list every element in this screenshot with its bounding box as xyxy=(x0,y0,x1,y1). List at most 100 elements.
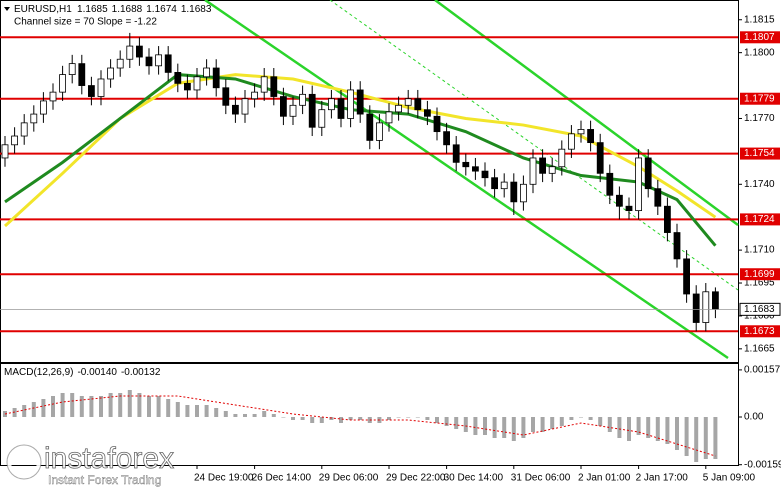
macd-bar xyxy=(646,417,651,438)
macd-bar xyxy=(127,390,132,417)
candle-body xyxy=(241,98,249,115)
x-tick-label: 29 Dec 06:00 xyxy=(319,473,379,484)
macd-bar xyxy=(492,417,497,438)
macd-bar xyxy=(118,393,123,417)
candle-body xyxy=(193,76,201,91)
level-label: 1.1724 xyxy=(744,214,775,225)
candle-body xyxy=(155,54,163,67)
candle-body xyxy=(164,54,172,73)
macd-bar xyxy=(463,417,468,432)
header-value: 1.1674 xyxy=(146,4,177,15)
macd-bar xyxy=(166,399,171,417)
candle-body xyxy=(366,113,374,141)
candle-body xyxy=(481,170,489,179)
macd-bar xyxy=(607,417,612,432)
channel-lower xyxy=(204,0,729,360)
macd-bar xyxy=(60,393,65,417)
candle-body xyxy=(260,76,268,93)
candle-body xyxy=(1,144,9,159)
header-value: 1.1688 xyxy=(112,4,143,15)
macd-bar xyxy=(204,405,209,417)
candle-body xyxy=(347,89,355,119)
candle-body xyxy=(135,45,143,58)
candle-body xyxy=(404,98,412,106)
symbol-title: EURUSD,H1 xyxy=(14,4,72,15)
candle-body xyxy=(520,183,527,203)
macd-bar xyxy=(214,408,219,417)
y-tick-label: 1.1770 xyxy=(744,113,775,124)
y-tick-label: 1.1680 xyxy=(744,311,775,322)
candle-body xyxy=(222,87,230,106)
channel-info: Channel size = 70 Slope = -1.22 xyxy=(14,17,157,28)
macd-bar xyxy=(89,396,94,417)
candle-body xyxy=(625,205,633,212)
level-label: 1.1699 xyxy=(744,269,775,280)
level-label: 1.1779 xyxy=(744,93,775,104)
macd-bar xyxy=(579,417,583,418)
macd-bar xyxy=(99,396,103,417)
x-tick-label: 26 Dec 14:00 xyxy=(252,473,312,484)
candle-body xyxy=(356,89,364,115)
candle-body xyxy=(270,76,278,97)
macd-bar xyxy=(262,411,267,417)
macd-bar xyxy=(559,417,564,426)
x-tick-label: 5 Jan 09:00 xyxy=(703,473,756,484)
candle-body xyxy=(20,122,28,137)
candle-body xyxy=(97,78,105,97)
candle-body xyxy=(587,129,594,144)
logo-ring xyxy=(7,445,41,479)
collapse-icon xyxy=(4,7,10,11)
macd-bar xyxy=(271,414,276,417)
candle-body xyxy=(30,113,38,124)
candle-body xyxy=(395,104,403,113)
macd-bar xyxy=(665,417,670,444)
x-tick-label: 30 Dec 14:00 xyxy=(444,473,504,484)
macd-bar xyxy=(550,417,555,429)
macd-tick-label: 0.00157 xyxy=(744,365,781,376)
candle-body xyxy=(635,157,642,212)
candle-body xyxy=(299,93,307,106)
macd-bar xyxy=(281,417,286,418)
macd-value: -0.00140 xyxy=(77,367,117,378)
macd-bar xyxy=(655,417,660,441)
x-tick-label: 2 Jan 01:00 xyxy=(578,473,631,484)
macd-bar xyxy=(223,411,228,417)
price-panel xyxy=(0,0,739,363)
candle-body xyxy=(68,63,76,75)
level-label-box xyxy=(740,92,780,105)
candle-body xyxy=(251,91,259,100)
macd-value: -0.00132 xyxy=(121,367,161,378)
macd-bar xyxy=(694,417,699,462)
macd-bar xyxy=(521,417,526,438)
level-label-box xyxy=(740,31,780,44)
candle-body xyxy=(279,96,287,117)
macd-panel xyxy=(0,363,739,466)
macd-bar xyxy=(473,417,478,435)
macd-bar xyxy=(703,417,708,459)
macd-bar xyxy=(41,399,46,417)
level-label: 1.1754 xyxy=(744,148,775,159)
x-tick-label: 24 Dec 19:00 xyxy=(194,473,254,484)
candle-body xyxy=(712,291,719,310)
macd-bar xyxy=(454,417,459,429)
macd-bar xyxy=(195,405,199,417)
macd-bar xyxy=(425,417,430,420)
candle-body xyxy=(126,45,134,60)
candle-body xyxy=(212,67,220,89)
macd-bar xyxy=(70,393,75,417)
candle-body xyxy=(107,67,114,80)
macd-tick-label: -0.00159 xyxy=(744,459,781,470)
candle-body xyxy=(433,115,441,133)
macd-bar xyxy=(675,417,679,450)
candle-body xyxy=(174,72,182,84)
candle-body xyxy=(11,135,19,146)
candle-body xyxy=(673,232,681,260)
macd-bar xyxy=(502,417,507,438)
macd-bar xyxy=(175,402,180,417)
candle-body xyxy=(548,166,556,174)
macd-bar xyxy=(51,396,55,417)
macd-bar xyxy=(22,405,27,417)
candle-body xyxy=(414,98,422,111)
x-tick-label: 31 Dec 06:00 xyxy=(511,473,571,484)
candle-body xyxy=(231,104,239,115)
